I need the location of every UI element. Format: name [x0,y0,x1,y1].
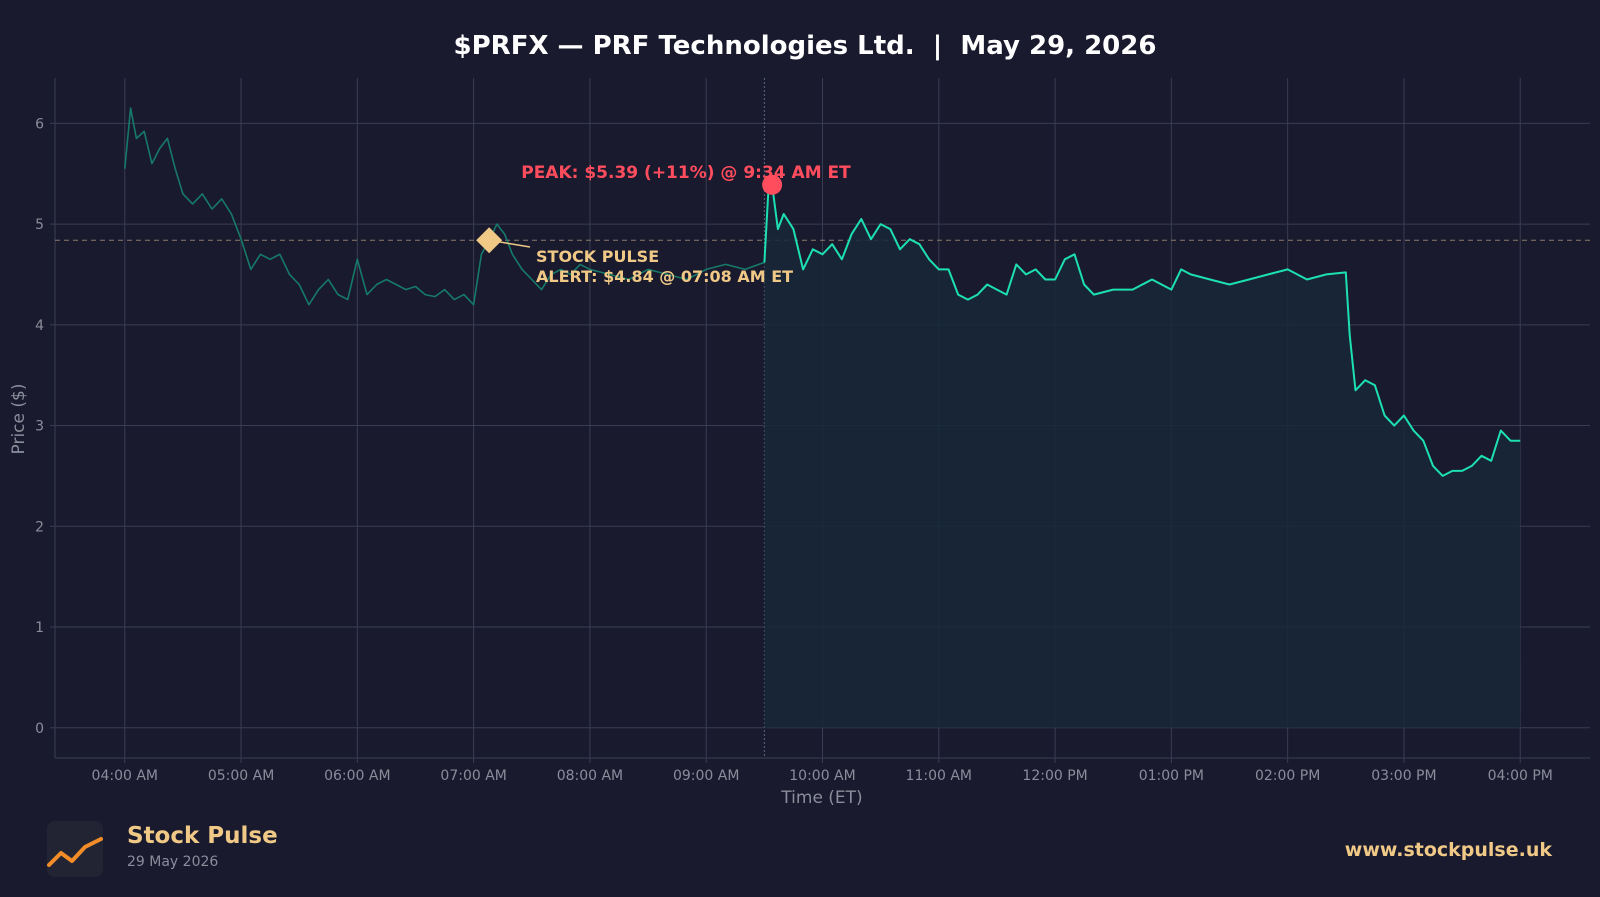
x-tick-label: 09:00 AM [673,768,739,784]
x-tick-label: 05:00 AM [208,768,274,784]
y-tick-label: 5 [35,217,44,233]
x-axis-label: Time (ET) [780,788,862,808]
chart-title: $PRFX — PRF Technologies Ltd. | May 29, … [454,31,1157,61]
premarket-price-line [124,107,765,306]
footer-date: 29 May 2026 [127,854,219,870]
x-tick-label: 03:00 PM [1371,768,1436,784]
x-tick-label: 08:00 AM [557,768,623,784]
footer-brand: Stock Pulse [127,823,278,849]
y-tick-label: 4 [35,318,44,334]
x-tick-label: 10:00 AM [789,768,855,784]
y-axis-label: Price ($) [9,384,29,455]
y-tick-label: 3 [35,419,44,435]
peak-label: PEAK: $5.39 (+11%) @ 9:34 AM ET [521,163,851,183]
alert-label-line2: ALERT: $4.84 @ 07:08 AM ET [536,267,793,286]
x-tick-label: 02:00 PM [1255,768,1320,784]
chart-logo-icon [47,821,103,877]
alert-diamond-marker [476,227,503,254]
y-tick-label: 2 [35,519,44,535]
regular-session-area [764,184,1521,728]
y-tick-label: 6 [35,116,44,132]
alert-label-line1: STOCK PULSE [536,247,659,266]
x-tick-label: 04:00 PM [1488,768,1553,784]
peak-marker [762,174,783,195]
y-tick-label: 1 [35,620,44,636]
x-tick-label: 04:00 AM [92,768,158,784]
x-tick-label: 12:00 PM [1022,768,1087,784]
y-tick-label: 0 [35,721,44,737]
x-tick-label: 07:00 AM [440,768,506,784]
x-tick-label: 01:00 PM [1139,768,1204,784]
x-tick-label: 11:00 AM [906,768,972,784]
regular-session-price-line [763,183,1521,477]
footer-url[interactable]: www.stockpulse.uk [1344,839,1552,861]
x-tick-label: 06:00 AM [324,768,390,784]
